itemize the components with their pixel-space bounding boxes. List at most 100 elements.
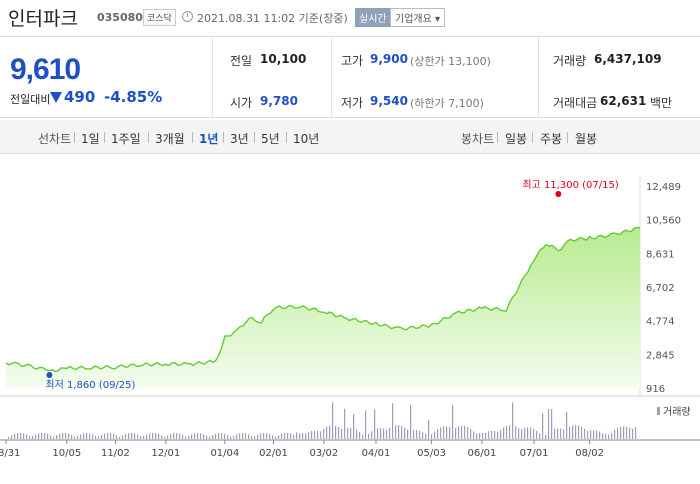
price-line — [5, 226, 641, 373]
volume-bar — [56, 435, 58, 439]
volume-bar — [11, 435, 13, 439]
volume-bar — [134, 433, 136, 439]
volume-bar — [74, 436, 76, 439]
volume-bar — [26, 434, 28, 439]
volume-bar — [590, 430, 592, 439]
period-5y[interactable]: 5년 — [261, 132, 280, 146]
volume-bar — [443, 426, 445, 439]
volume-bar — [230, 436, 232, 439]
volume-bar — [482, 433, 484, 439]
volume-bar — [233, 435, 235, 439]
volume-bar — [122, 435, 124, 439]
volume-bar — [524, 428, 526, 439]
period-1d[interactable]: 1일 — [81, 132, 100, 146]
volume-bar — [86, 433, 88, 439]
x-tick-label: 08/02 — [575, 448, 604, 459]
candle-chart-label[interactable]: 봉차트 — [461, 132, 495, 146]
change-label: 전일대비 — [10, 93, 51, 106]
volume-bar — [569, 426, 571, 439]
volume-bar — [398, 425, 400, 439]
volume-bar — [608, 434, 610, 439]
x-tick-label: 08/31 — [0, 448, 20, 459]
volume-bar — [488, 431, 490, 439]
period-10y[interactable]: 10년 — [293, 132, 320, 146]
volume-bar — [104, 433, 106, 439]
volume-bar — [251, 436, 253, 439]
volume-bar — [305, 433, 307, 439]
volume-bar — [593, 429, 595, 439]
volume-bar — [269, 434, 271, 439]
volume-bar — [563, 429, 565, 439]
volume-bar — [293, 434, 295, 439]
line-chart-label[interactable]: 선차트 — [38, 132, 72, 146]
volume-bar — [170, 433, 172, 439]
company-overview-dropdown[interactable]: 기업개요 ▾ — [390, 8, 445, 27]
low-annotation: 최저 1,860 (09/25) — [45, 379, 135, 391]
volume-bar — [314, 430, 316, 439]
divider — [74, 132, 75, 143]
realtime-button[interactable]: 실시간 — [355, 8, 391, 27]
volume-bar — [110, 433, 112, 439]
volume-bar — [515, 426, 517, 439]
volume-bar — [467, 427, 469, 439]
volume-bar — [68, 433, 70, 439]
volume-bar — [332, 402, 334, 439]
volume-bar — [560, 428, 562, 439]
volume-bar — [29, 436, 31, 439]
volume-bar — [227, 435, 229, 439]
volume-bar — [236, 434, 238, 439]
volume-bar — [281, 434, 283, 439]
volume-bar — [254, 436, 256, 439]
volume-bar — [287, 433, 289, 439]
volume-bar — [38, 433, 40, 439]
volume-bar — [512, 402, 514, 439]
volume-bar — [476, 433, 478, 439]
period-3m[interactable]: 3개월 — [155, 132, 185, 146]
volume-bar — [209, 436, 211, 439]
volume-bar — [335, 425, 337, 439]
volume-bar — [629, 427, 631, 439]
volume-bar — [383, 428, 385, 439]
volume-bar — [113, 433, 115, 439]
volume-bar — [218, 433, 220, 439]
period-1y[interactable]: 1년 — [199, 132, 219, 146]
price-chart[interactable]: 12,489 10,560 8,631 6,702 4,774 2,845 916 08/31… — [0, 156, 700, 480]
volume-bar — [350, 427, 352, 439]
open-value: 9,780 — [260, 94, 298, 108]
volume-bar — [245, 433, 247, 439]
y-tick-label: 916 — [646, 384, 665, 395]
x-tick-label: 04/01 — [362, 448, 391, 459]
volume-bar — [374, 409, 376, 439]
price-summary: 9,610 전일대비 490 -4.85% 전일 10,100 고가 9,900… — [0, 36, 700, 118]
period-3y[interactable]: 3년 — [230, 132, 249, 146]
candle-daily[interactable]: 일봉 — [505, 132, 528, 146]
volume-bar — [491, 430, 493, 439]
y-tick-label: 8,631 — [646, 249, 675, 260]
candle-weekly[interactable]: 주봉 — [540, 132, 563, 146]
high-label: 고가 — [341, 54, 364, 68]
volume-bar — [20, 433, 22, 439]
volume-bar — [50, 435, 52, 439]
volume-bar — [71, 435, 73, 439]
volume-bar — [272, 435, 274, 439]
period-1w[interactable]: 1주일 — [111, 132, 141, 146]
divider — [148, 132, 149, 143]
volume-bar — [386, 429, 388, 439]
low-marker — [46, 372, 53, 378]
high-value: 9,900 — [370, 52, 408, 66]
candle-monthly[interactable]: 월봉 — [575, 132, 598, 146]
volume-bar — [311, 431, 313, 439]
volume-bar — [8, 437, 10, 439]
volume-bar — [14, 434, 16, 439]
volume-bar — [497, 431, 499, 439]
divider — [104, 132, 105, 143]
volume-bar — [320, 431, 322, 439]
volume-bar — [260, 433, 262, 439]
volume-bar — [449, 427, 451, 439]
x-tick-label: 06/01 — [468, 448, 497, 459]
x-tick-label: 11/02 — [101, 448, 130, 459]
volume-bar — [584, 428, 586, 439]
volume-legend-label: 거래량 — [663, 406, 691, 418]
volume-bar — [92, 434, 94, 439]
volume-bar — [611, 432, 613, 439]
